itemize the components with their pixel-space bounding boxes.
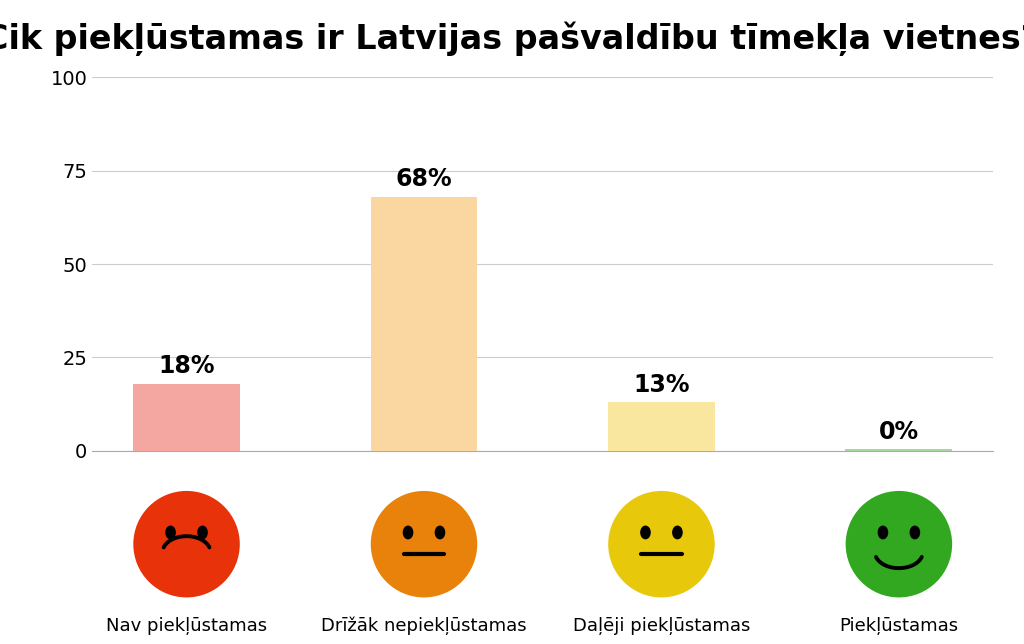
- Bar: [371, 197, 477, 451]
- Text: Drīžāk nepiekļūstamas: Drīžāk nepiekļūstamas: [322, 617, 526, 635]
- Bar: [608, 402, 715, 451]
- Bar: [846, 450, 952, 451]
- Bar: [133, 384, 240, 451]
- Text: Nav piekļūstamas: Nav piekļūstamas: [105, 617, 267, 635]
- Text: Daļēji piekļūstamas: Daļēji piekļūstamas: [572, 617, 751, 635]
- Text: Piekļūstamas: Piekļūstamas: [840, 617, 958, 635]
- Text: 13%: 13%: [633, 373, 690, 397]
- Text: 0%: 0%: [879, 420, 919, 444]
- Text: 68%: 68%: [395, 167, 453, 191]
- Text: 18%: 18%: [159, 354, 215, 378]
- Text: Cik piekļūstamas ir Latvijas pašvaldību tīmekļa vietnes?: Cik piekļūstamas ir Latvijas pašvaldību …: [0, 21, 1024, 56]
